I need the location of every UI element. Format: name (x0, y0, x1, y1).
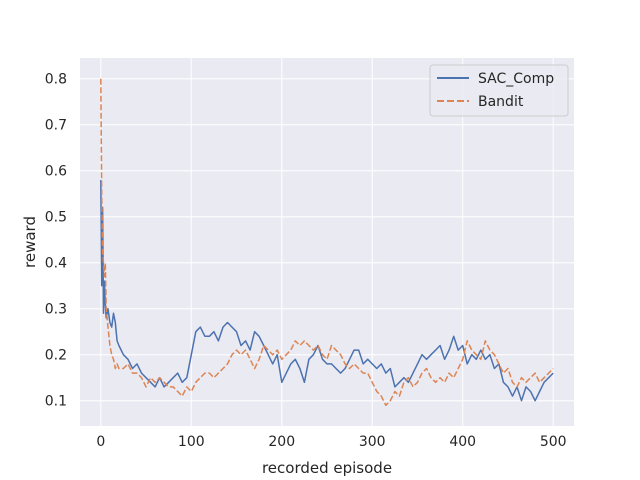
y-tick-label: 0.4 (45, 256, 67, 272)
y-tick-label: 0.7 (45, 118, 67, 134)
x-tick-label: 0 (96, 434, 105, 450)
x-axis-title: recorded episode (262, 459, 392, 477)
y-axis-title: reward (21, 216, 39, 268)
y-tick-label: 0.2 (45, 348, 67, 364)
x-tick-label: 500 (540, 434, 567, 450)
series-lines (100, 78, 554, 407)
x-tick-labels: 0 100 200 300 400 500 (96, 434, 566, 450)
x-tick-label: 400 (449, 434, 476, 450)
grid (80, 58, 574, 426)
y-tick-label: 0.3 (45, 302, 67, 318)
series-line-sac-comp (100, 179, 554, 402)
y-tick-label: 0.8 (45, 72, 67, 88)
y-tick-label: 0.6 (45, 164, 67, 180)
y-tick-label: 0.5 (45, 210, 67, 226)
x-tick-label: 200 (268, 434, 295, 450)
legend-label-bandit: Bandit (478, 94, 524, 110)
plot-area (80, 58, 574, 426)
x-tick-label: 100 (178, 434, 205, 450)
y-tick-label: 0.1 (45, 394, 67, 410)
legend-label-sac-comp: SAC_Comp (478, 71, 554, 87)
y-tick-labels: 0.1 0.2 0.3 0.4 0.5 0.6 0.7 0.8 (45, 72, 67, 410)
series-line-bandit (100, 78, 554, 407)
x-tick-label: 300 (359, 434, 386, 450)
legend: SAC_Comp Bandit (429, 64, 569, 117)
